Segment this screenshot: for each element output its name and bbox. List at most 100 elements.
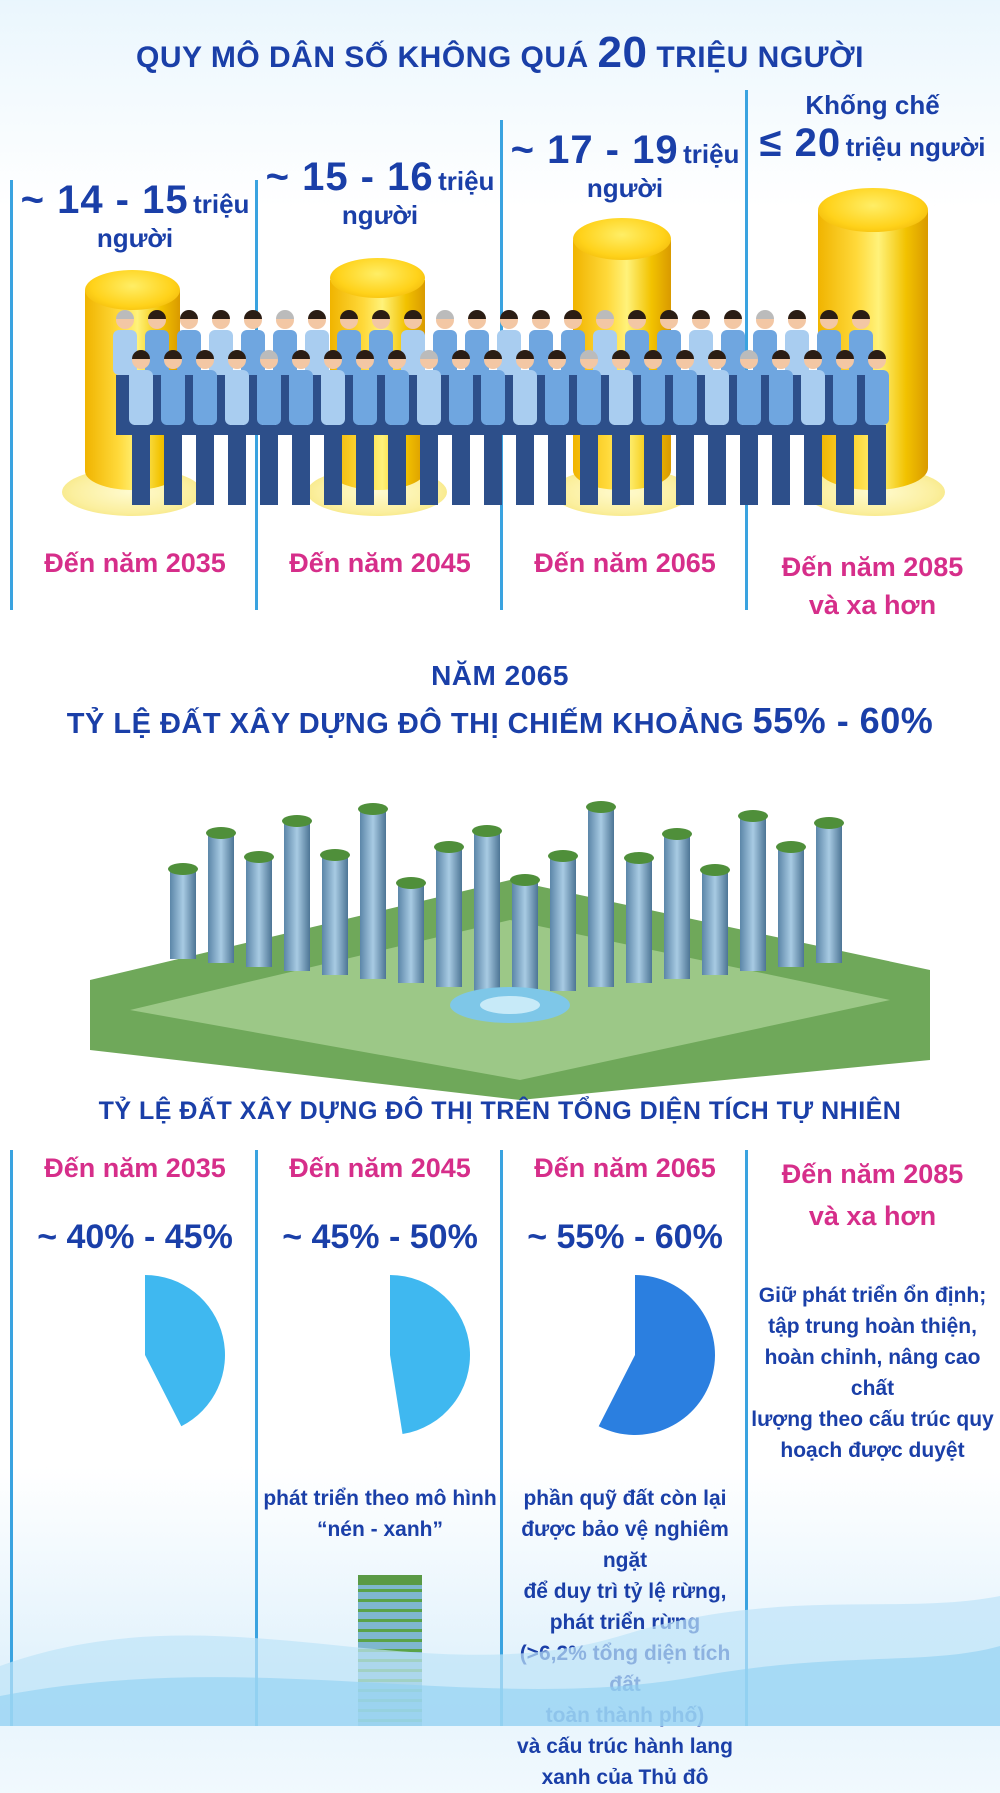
urban-year: NĂM 2065 bbox=[431, 660, 569, 691]
population-title: QUY MÔ DÂN SỐ KHÔNG QUÁ 20 TRIỆU NGƯỜI bbox=[0, 28, 1000, 78]
person-figure bbox=[833, 350, 857, 505]
year-label-2085: Đến năm 2085 và xa hơn bbox=[750, 548, 995, 624]
divider bbox=[255, 1150, 258, 1726]
ratio-value: ~ 55% - 60% bbox=[527, 1218, 723, 1256]
note-2085: Giữ phát triển ổn định; tập trung hoàn th… bbox=[750, 1280, 995, 1466]
tower-floor-greenery bbox=[358, 1589, 422, 1592]
person-figure bbox=[257, 350, 281, 505]
person-figure bbox=[321, 350, 345, 505]
person-figure bbox=[769, 350, 793, 505]
building bbox=[360, 809, 386, 979]
population-label-2065: ~ 17 - 19 triệu người bbox=[505, 128, 745, 204]
building bbox=[550, 856, 576, 991]
rooftop-garden bbox=[548, 850, 578, 862]
urban-title-prefix: TỶ LỆ ĐẤT XÂY DỰNG ĐÔ THỊ CHIẾM KHOẢNG bbox=[66, 708, 745, 740]
ratio-slice bbox=[598, 1275, 715, 1435]
person-figure bbox=[609, 350, 633, 505]
person-figure bbox=[865, 350, 889, 505]
note-line: hoạch được duyệt bbox=[780, 1439, 965, 1462]
population-label-2085: Khống chế ≤ 20 triệu người bbox=[750, 90, 995, 166]
note-line: và cấu trúc hành lang bbox=[517, 1735, 733, 1758]
person-figure bbox=[289, 350, 313, 505]
person-figure bbox=[577, 350, 601, 505]
bar-top bbox=[85, 270, 180, 310]
year-text: Đến năm 2045 bbox=[289, 548, 471, 578]
ratio-year-2085: Đến năm 2085 và xa hơn bbox=[750, 1153, 995, 1237]
rooftop-garden bbox=[776, 841, 806, 853]
building bbox=[474, 831, 500, 991]
note-line: tập trung hoàn thiện, bbox=[768, 1315, 977, 1338]
population-label-2045: ~ 15 - 16 triệu người bbox=[260, 155, 500, 231]
urban-title-value: 55% - 60% bbox=[752, 700, 934, 741]
building bbox=[664, 834, 690, 979]
person-figure bbox=[625, 310, 649, 435]
population-label-2035: ~ 14 - 15 triệu người bbox=[15, 178, 255, 254]
population-unit2: người bbox=[96, 223, 174, 253]
rooftop-garden bbox=[206, 827, 236, 839]
divider bbox=[745, 1150, 748, 1726]
note-2045: phát triển theo mô hình “nén - xanh” bbox=[260, 1483, 500, 1545]
rooftop-garden bbox=[738, 810, 768, 822]
year-text: Đến năm 2085 bbox=[781, 552, 964, 582]
person-figure bbox=[385, 350, 409, 505]
rooftop-garden bbox=[586, 801, 616, 813]
ratio-value: ~ 40% - 45% bbox=[37, 1218, 233, 1256]
year-text-2: và xa hơn bbox=[808, 590, 937, 620]
crowd-illustration bbox=[113, 310, 889, 505]
ratio-pie-2035 bbox=[145, 1275, 225, 1427]
population-unit: triệu bbox=[683, 139, 740, 169]
population-range: ~ 15 - 16 bbox=[265, 155, 434, 199]
person-figure bbox=[353, 350, 377, 505]
year-label-2035: Đến năm 2035 bbox=[15, 548, 255, 579]
population-title-number: 20 bbox=[597, 28, 648, 77]
year-text: Đến năm 2035 bbox=[44, 548, 226, 578]
person-figure bbox=[673, 350, 697, 505]
ratio-year-2065: Đến năm 2065 bbox=[505, 1153, 745, 1184]
ratio-value-2045: ~ 45% - 50% bbox=[260, 1218, 500, 1257]
bar-top bbox=[330, 258, 425, 298]
person-figure bbox=[193, 350, 217, 505]
building bbox=[436, 847, 462, 987]
person-figure bbox=[161, 350, 185, 505]
rooftop-garden bbox=[472, 825, 502, 837]
ratio-slice bbox=[390, 1275, 470, 1435]
person-figure bbox=[225, 350, 249, 505]
rooftop-garden bbox=[662, 828, 692, 840]
person-figure bbox=[145, 310, 169, 435]
ratio-title: TỶ LỆ ĐẤT XÂY DỰNG ĐÔ THỊ TRÊN TỔNG DIỆN… bbox=[0, 1097, 1000, 1126]
person-figure bbox=[641, 350, 665, 505]
note-line: xanh của Thủ đô bbox=[541, 1766, 709, 1789]
population-unit: triệu người bbox=[845, 132, 986, 162]
rooftop-garden bbox=[814, 817, 844, 829]
person-figure bbox=[481, 350, 505, 505]
note-line: hoàn chỉnh, nâng cao chất bbox=[764, 1346, 981, 1400]
tower-floor-greenery bbox=[358, 1609, 422, 1612]
divider bbox=[500, 1150, 503, 1726]
note-line: phát triển theo mô hình bbox=[263, 1487, 497, 1510]
person-figure bbox=[737, 350, 761, 505]
note-line: phần quỹ đất còn lại bbox=[523, 1487, 727, 1510]
building bbox=[702, 870, 728, 975]
year-text: Đến năm 2085 bbox=[781, 1159, 964, 1189]
building bbox=[246, 857, 272, 967]
ratio-value-2035: ~ 40% - 45% bbox=[15, 1218, 255, 1257]
person-figure bbox=[129, 350, 153, 505]
rooftop-garden bbox=[396, 877, 426, 889]
rooftop-garden bbox=[700, 864, 730, 876]
year-text-2: và xa hơn bbox=[808, 1201, 937, 1231]
year-text: Đến năm 2065 bbox=[534, 1153, 716, 1183]
person-figure bbox=[417, 350, 441, 505]
year-text: Đến năm 2035 bbox=[44, 1153, 226, 1183]
person-figure bbox=[705, 350, 729, 505]
year-text: Đến năm 2065 bbox=[534, 548, 716, 578]
ratio-value-2065: ~ 55% - 60% bbox=[505, 1218, 745, 1257]
tower-floor-greenery bbox=[358, 1639, 422, 1642]
population-range: ~ 17 - 19 bbox=[510, 128, 679, 172]
ratio-slice bbox=[145, 1275, 225, 1427]
tower-floor-greenery bbox=[358, 1599, 422, 1602]
person-figure bbox=[513, 350, 537, 505]
person-figure bbox=[449, 350, 473, 505]
population-range: ≤ 20 bbox=[759, 121, 842, 165]
population-range: ~ 14 - 15 bbox=[20, 178, 189, 222]
note-line: được bảo vệ nghiêm ngặt bbox=[521, 1518, 729, 1572]
